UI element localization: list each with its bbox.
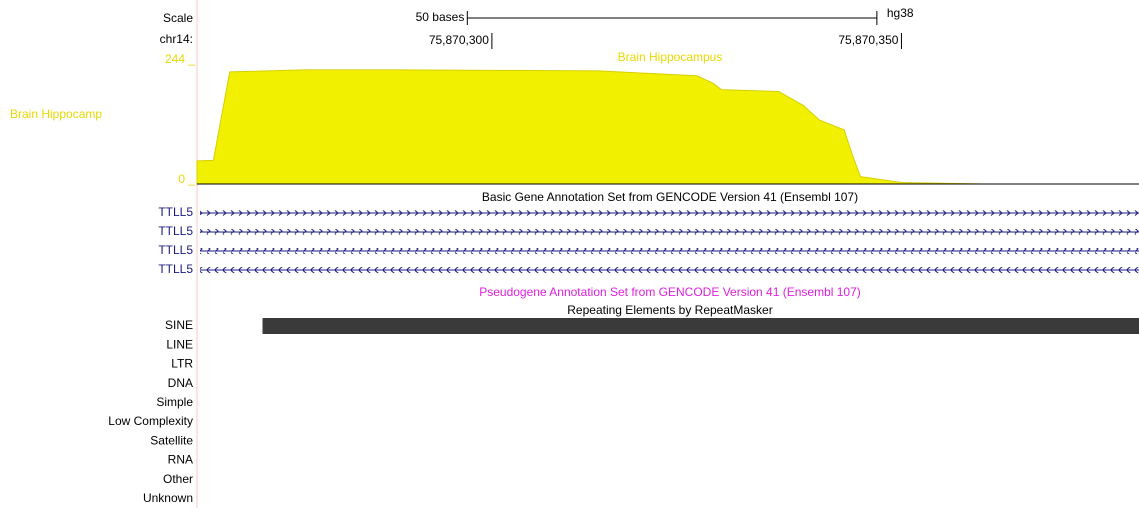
gene-chevrons: [200, 267, 1139, 273]
chrom-tick-label: 75,870,300: [429, 33, 489, 47]
repeat-class-label: Unknown: [143, 491, 193, 505]
gene-track-title: Basic Gene Annotation Set from GENCODE V…: [482, 190, 858, 204]
chrom-label: chr14:: [160, 32, 193, 46]
repeat-track-title: Repeating Elements by RepeatMasker: [567, 303, 772, 317]
gene-label: TTLL5: [158, 262, 193, 276]
repeat-class-label: RNA: [168, 453, 193, 467]
repeat-element: [262, 318, 1139, 334]
gene-chevrons: [200, 210, 1139, 216]
scale-bar-label: 50 bases: [416, 10, 465, 24]
repeat-class-label: Other: [163, 472, 193, 486]
pseudogene-track-title: Pseudogene Annotation Set from GENCODE V…: [479, 285, 861, 299]
repeat-class-label: LTR: [171, 357, 193, 371]
signal-tick-label: 0 _: [178, 172, 195, 186]
repeat-class-label: LINE: [166, 337, 193, 351]
gene-label: TTLL5: [158, 224, 193, 238]
gene-label: TTLL5: [158, 243, 193, 257]
gene-label: TTLL5: [158, 205, 193, 219]
repeat-class-label: Simple: [156, 395, 193, 409]
repeat-class-label: SINE: [165, 318, 193, 332]
gene-chevrons: [200, 248, 1139, 254]
signal-title: Brain Hippocampus: [618, 50, 723, 64]
signal-area: [196, 69, 1139, 185]
repeat-class-label: Satellite: [150, 433, 193, 447]
repeat-class-label: Low Complexity: [108, 414, 193, 428]
repeat-class-label: DNA: [168, 376, 193, 390]
signal-tick-label: 244 _: [165, 52, 195, 66]
chrom-tick-label: 75,870,350: [838, 33, 898, 47]
gene-chevrons: [200, 229, 1139, 235]
scale-label: Scale: [163, 11, 193, 25]
assembly-label: hg38: [887, 6, 914, 20]
signal-short-label: Brain Hippocamp: [10, 107, 102, 121]
